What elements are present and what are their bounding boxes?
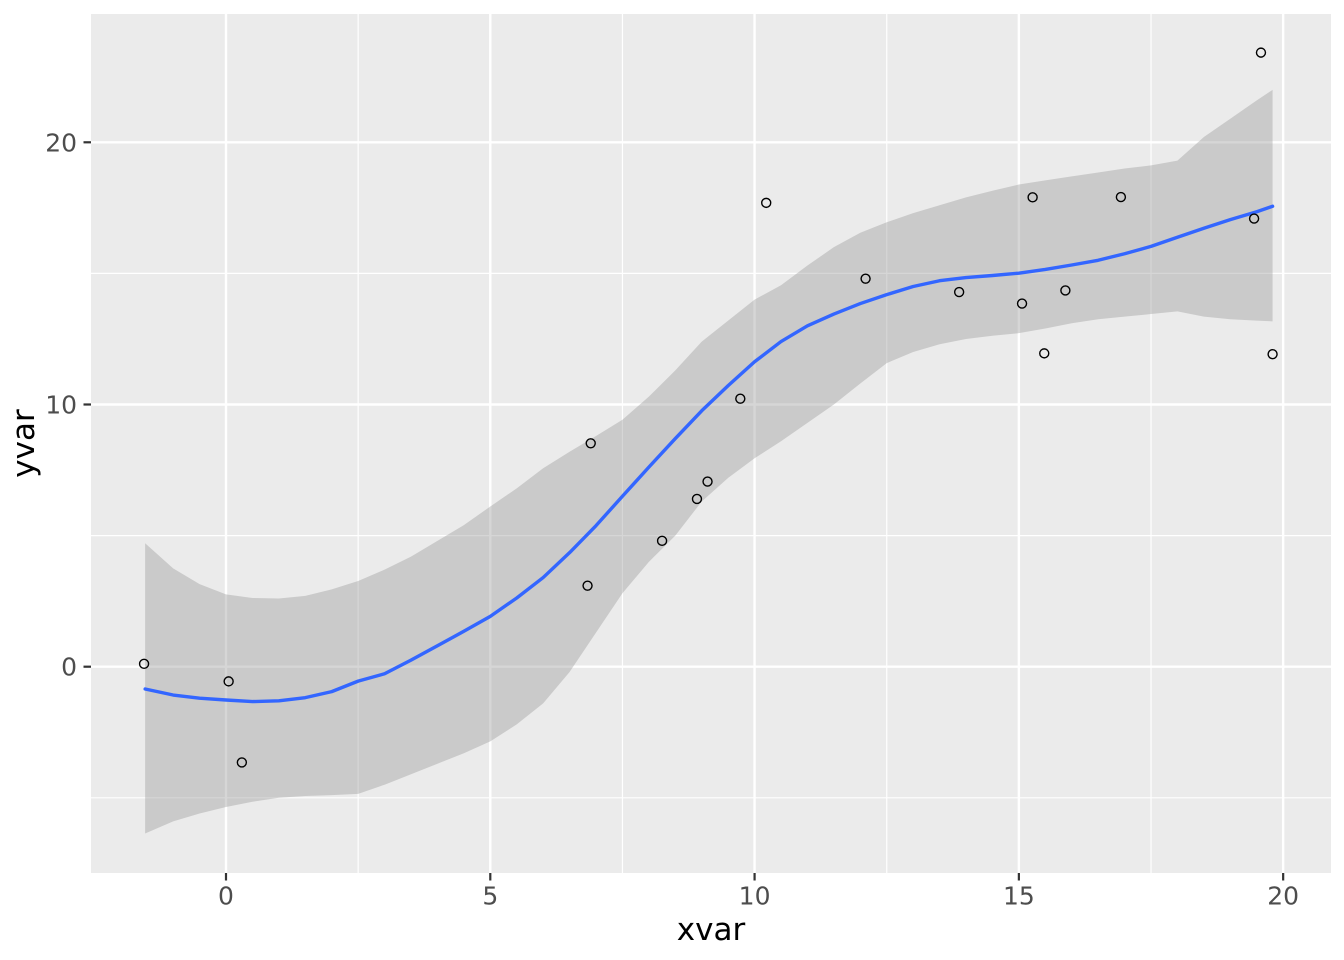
data-point [761, 197, 772, 209]
data-point [236, 757, 248, 768]
data-point [1115, 191, 1127, 203]
y-tick-label: 20 [45, 128, 77, 157]
axes-layer: 0 5 10 15 20 0 10 20 [45, 128, 1299, 910]
x-tick-label: 15 [1003, 882, 1035, 911]
data-point [582, 580, 593, 591]
y-tick-label: 0 [61, 653, 77, 682]
y-axis-title: yvar [6, 409, 42, 478]
panel-background [91, 14, 1331, 873]
data-points-layer [138, 47, 1278, 768]
data-point [1039, 348, 1050, 359]
gridlines-layer [91, 14, 1331, 873]
x-tick-label: 0 [218, 882, 234, 911]
data-point [1267, 348, 1278, 360]
data-point [1027, 192, 1038, 203]
data-point [1248, 213, 1260, 224]
data-point [691, 493, 703, 505]
smooth-line [143, 204, 1275, 704]
data-point [585, 438, 596, 449]
data-point [735, 393, 746, 404]
data-point [223, 676, 234, 687]
x-tick-label: 20 [1267, 882, 1299, 911]
data-point [702, 476, 713, 487]
data-point [953, 286, 965, 298]
data-point [1060, 285, 1071, 296]
data-point [656, 535, 668, 547]
y-tick-label: 10 [45, 390, 77, 419]
x-axis-title: xvar [677, 912, 746, 948]
smooth-line-layer [143, 204, 1275, 704]
data-point [860, 273, 871, 284]
data-point [1016, 298, 1028, 309]
x-tick-label: 10 [739, 882, 771, 911]
x-tick-label: 5 [482, 882, 498, 911]
data-point [138, 658, 150, 670]
data-point [1255, 47, 1267, 58]
plot-panel-layer [91, 14, 1331, 873]
